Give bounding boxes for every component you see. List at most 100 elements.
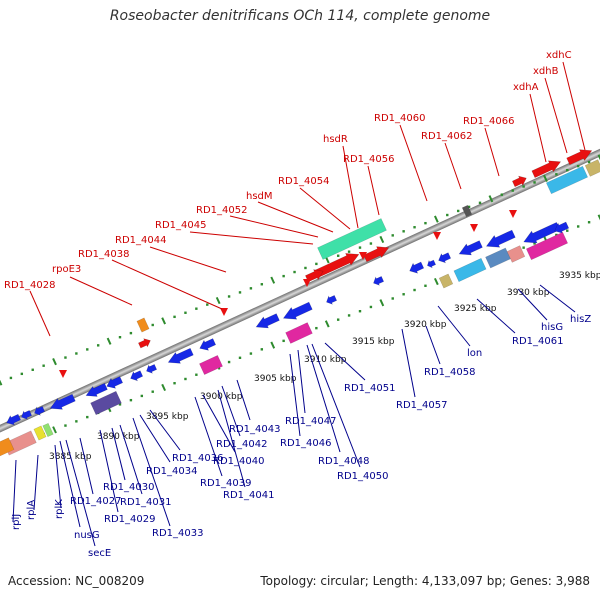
leader-line: [399, 124, 428, 202]
gene-label: RD1_4061: [512, 336, 563, 347]
genome-summary-text: Topology: circular; Length: 4,133,097 bp…: [260, 574, 590, 588]
scale-lower-dot: [369, 305, 373, 309]
scale-lower-dot: [522, 246, 525, 249]
leader-line: [189, 231, 314, 245]
gene-box-orange: [0, 437, 15, 457]
scale-upper-dot: [118, 336, 122, 339]
gene-label: RD1_4038: [78, 249, 129, 260]
leader-line: [484, 127, 500, 177]
gene-label: secE: [88, 548, 111, 559]
gene-arrow-reverse: [34, 406, 46, 416]
leader-line: [194, 396, 223, 477]
gene-label: RD1_4056: [343, 154, 394, 165]
scale-upper-major-tick: [0, 378, 3, 386]
leader-line: [311, 343, 361, 468]
scale-lower-dot: [238, 356, 242, 359]
leader-line: [99, 429, 119, 513]
scale-upper-major-tick: [488, 195, 494, 203]
gene-arrow-reverse: [85, 382, 108, 397]
scale-label: 3925 kbp: [454, 304, 497, 314]
leader-line: [544, 77, 568, 154]
scale-upper-dot: [511, 189, 514, 192]
leader-line: [342, 145, 359, 229]
gene-arrow-reverse: [523, 222, 561, 244]
scale-lower-dot: [195, 373, 198, 376]
scale-upper-dot: [20, 372, 24, 376]
gene-label: RD1_4054: [278, 176, 329, 187]
gene-label: RD1_4052: [196, 205, 247, 216]
leader-line: [111, 427, 126, 481]
gene-box-olive: [584, 159, 600, 177]
gene-label: hsdR: [323, 134, 348, 145]
leader-line: [324, 342, 366, 381]
gene-label: RD1_4047: [285, 416, 336, 427]
gene-arrow-reverse: [409, 261, 425, 274]
scale-upper-dot: [282, 274, 285, 278]
gene-box-steel: [485, 247, 511, 269]
gene-label: RD1_4029: [104, 514, 155, 525]
scale-upper-dot: [555, 173, 558, 176]
gene-box-teal: [317, 218, 387, 260]
leader-line: [257, 201, 334, 233]
scale-upper-dot: [9, 376, 13, 380]
leader-line: [289, 353, 301, 437]
scale-upper-dot: [402, 230, 405, 233]
gene-box-cyan: [453, 257, 487, 283]
gene-arrow-reverse: [458, 240, 483, 256]
gene-label: lon: [467, 348, 482, 359]
scale-lower-dot: [260, 348, 264, 351]
scale-upper-major-tick: [543, 174, 548, 182]
scale-upper-dot: [173, 315, 176, 319]
gene-label: RD1_4057: [396, 400, 447, 411]
gene-arrow-reverse: [106, 376, 124, 389]
scale-upper-dot: [566, 169, 569, 172]
gene-arrow-reverse: [373, 276, 385, 286]
scale-lower-dot: [249, 352, 253, 355]
scale-lower-dot: [64, 424, 67, 427]
scale-upper-dot: [576, 164, 580, 168]
gene-label: RD1_4048: [318, 456, 369, 467]
scale-lower-dot: [402, 293, 405, 296]
scale-upper-dot: [86, 348, 89, 351]
leader-line: [476, 298, 516, 334]
scale-lower-dot: [227, 360, 231, 364]
gene-arrow-forward: [512, 175, 527, 188]
scale-label: 3895 kbp: [146, 412, 189, 422]
gene-label: rpoE3: [52, 264, 81, 275]
leader-line: [229, 215, 319, 238]
scale-lower-dot: [555, 233, 558, 237]
scale-label: 3900 kbp: [200, 392, 243, 402]
leader-line: [149, 409, 181, 451]
gene-box-orange: [136, 317, 150, 333]
gene-label: RD1_4051: [344, 383, 395, 394]
scale-lower-dot: [151, 390, 154, 393]
gene-label: RD1_4041: [223, 490, 274, 501]
leader-line: [29, 290, 51, 337]
leader-line: [299, 187, 351, 230]
scale-lower-major-tick: [161, 383, 167, 392]
gene-label: RD1_4034: [146, 466, 197, 477]
scale-lower-dot: [173, 382, 176, 385]
scale-lower-dot: [129, 398, 133, 402]
gene-label: hsdM: [246, 191, 273, 202]
gene-label: RD1_4062: [421, 131, 472, 142]
leader-line: [529, 93, 547, 163]
leader-line: [236, 379, 251, 421]
gene-label: RD1_4058: [424, 367, 475, 378]
scale-lower-dot: [424, 284, 427, 287]
leader-line: [111, 259, 223, 310]
gene-box-magenta: [285, 322, 313, 344]
scale-lower-dot: [315, 326, 318, 330]
gene-label: RD1_4042: [216, 439, 267, 450]
scale-label: 3935 kbp: [559, 271, 600, 281]
scale-upper-dot: [304, 266, 307, 270]
gene-label: RD1_4030: [103, 482, 154, 493]
gene-label: RD1_4045: [155, 220, 206, 231]
scale-label: 3910 kbp: [304, 355, 347, 365]
leader-line: [539, 284, 576, 313]
strand-marker: [359, 252, 367, 260]
leader-line: [65, 439, 96, 547]
gene-arrow-reverse: [554, 221, 570, 234]
scale-upper-major-tick: [106, 337, 112, 345]
gene-label: nusG: [74, 530, 100, 541]
